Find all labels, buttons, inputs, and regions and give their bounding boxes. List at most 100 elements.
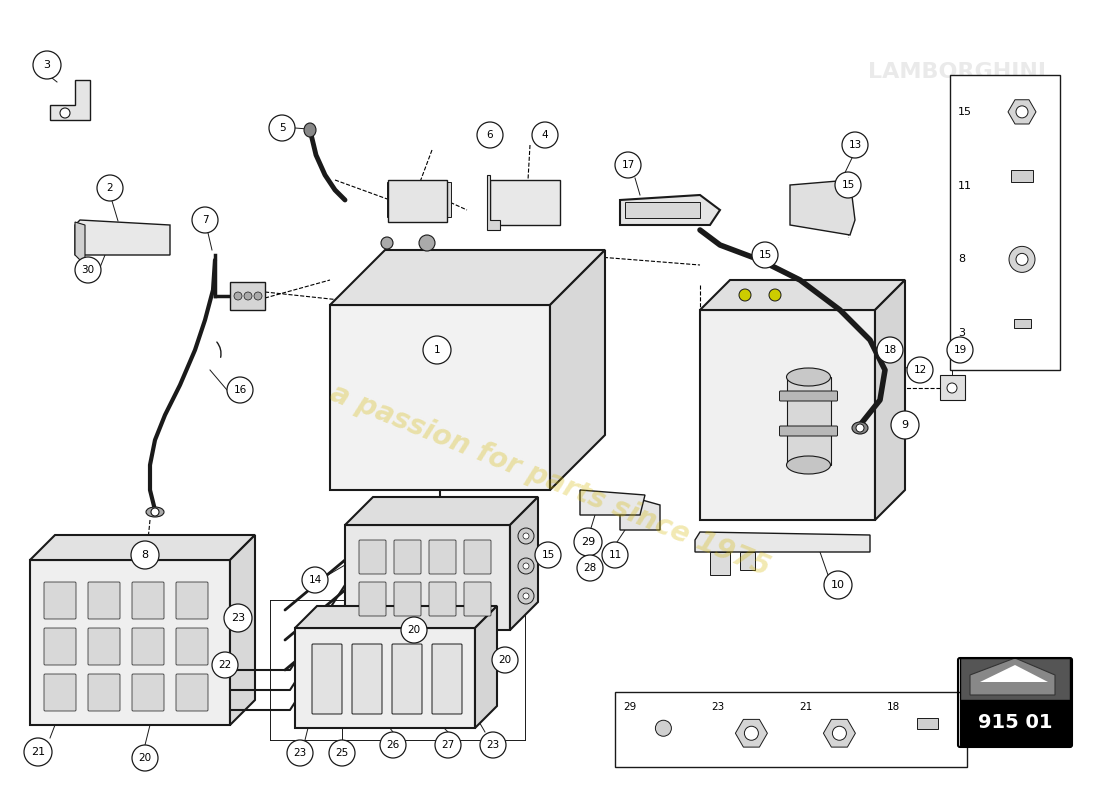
FancyBboxPatch shape — [960, 700, 1070, 745]
Text: 22: 22 — [219, 660, 232, 670]
FancyBboxPatch shape — [780, 391, 837, 401]
Circle shape — [891, 411, 918, 439]
Polygon shape — [790, 180, 855, 235]
Polygon shape — [295, 628, 475, 728]
Circle shape — [212, 652, 238, 678]
Text: 6: 6 — [486, 130, 493, 140]
Circle shape — [947, 337, 974, 363]
Circle shape — [480, 732, 506, 758]
Circle shape — [75, 257, 101, 283]
Circle shape — [1016, 254, 1028, 266]
FancyBboxPatch shape — [176, 582, 208, 619]
Polygon shape — [230, 535, 255, 725]
Circle shape — [518, 558, 534, 574]
Text: 11: 11 — [608, 550, 622, 560]
Text: 26: 26 — [386, 740, 399, 750]
FancyBboxPatch shape — [1013, 318, 1031, 328]
FancyBboxPatch shape — [429, 540, 456, 574]
Circle shape — [234, 292, 242, 300]
Circle shape — [856, 424, 864, 432]
Circle shape — [224, 604, 252, 632]
FancyBboxPatch shape — [960, 658, 1070, 700]
FancyBboxPatch shape — [312, 644, 342, 714]
Text: 18: 18 — [887, 702, 900, 712]
FancyBboxPatch shape — [432, 644, 462, 714]
Circle shape — [835, 172, 861, 198]
Text: 13: 13 — [848, 140, 861, 150]
Text: 3: 3 — [958, 328, 965, 338]
Circle shape — [151, 508, 160, 516]
Polygon shape — [30, 535, 255, 560]
FancyBboxPatch shape — [88, 582, 120, 619]
Circle shape — [574, 528, 602, 556]
Polygon shape — [75, 222, 85, 260]
Text: 29: 29 — [623, 702, 636, 712]
FancyBboxPatch shape — [917, 718, 938, 729]
Circle shape — [522, 563, 529, 569]
Circle shape — [60, 108, 70, 118]
Polygon shape — [295, 606, 497, 628]
Text: 23: 23 — [294, 748, 307, 758]
Circle shape — [287, 740, 314, 766]
Ellipse shape — [786, 456, 830, 474]
Ellipse shape — [146, 507, 164, 517]
Text: 12: 12 — [913, 365, 926, 375]
Text: 15: 15 — [958, 107, 972, 117]
FancyBboxPatch shape — [615, 692, 967, 767]
Text: 23: 23 — [486, 740, 499, 750]
Text: 28: 28 — [583, 563, 596, 573]
Text: 23: 23 — [231, 613, 245, 623]
Circle shape — [254, 292, 262, 300]
Circle shape — [192, 207, 218, 233]
Circle shape — [477, 122, 503, 148]
Polygon shape — [620, 498, 660, 530]
FancyBboxPatch shape — [464, 582, 491, 616]
Circle shape — [752, 242, 778, 268]
Circle shape — [97, 175, 123, 201]
FancyBboxPatch shape — [429, 582, 456, 616]
Text: 11: 11 — [958, 181, 972, 190]
Polygon shape — [700, 310, 874, 520]
Circle shape — [381, 237, 393, 249]
Circle shape — [739, 289, 751, 301]
Text: 15: 15 — [758, 250, 771, 260]
Circle shape — [824, 571, 852, 599]
Circle shape — [769, 289, 781, 301]
Text: LAMBORGHINI: LAMBORGHINI — [868, 62, 1046, 82]
Text: 29: 29 — [581, 537, 595, 547]
Polygon shape — [50, 80, 90, 120]
Polygon shape — [550, 250, 605, 490]
Text: 1: 1 — [433, 345, 440, 355]
Circle shape — [131, 541, 160, 569]
Text: 18: 18 — [883, 345, 896, 355]
Text: 15: 15 — [541, 550, 554, 560]
Polygon shape — [345, 497, 538, 525]
Polygon shape — [700, 280, 905, 310]
FancyBboxPatch shape — [132, 582, 164, 619]
Polygon shape — [1008, 100, 1036, 124]
Text: 23: 23 — [711, 702, 724, 712]
FancyBboxPatch shape — [1011, 170, 1033, 182]
Text: 17: 17 — [621, 160, 635, 170]
FancyBboxPatch shape — [132, 674, 164, 711]
Text: 19: 19 — [954, 345, 967, 355]
Text: 3: 3 — [44, 60, 51, 70]
Ellipse shape — [852, 422, 868, 434]
Circle shape — [518, 588, 534, 604]
FancyBboxPatch shape — [394, 582, 421, 616]
Text: 27: 27 — [441, 740, 454, 750]
Circle shape — [656, 720, 671, 736]
Text: 2: 2 — [107, 183, 113, 193]
Circle shape — [1009, 246, 1035, 272]
Polygon shape — [30, 560, 230, 725]
Circle shape — [270, 115, 295, 141]
Polygon shape — [487, 175, 500, 230]
Polygon shape — [330, 250, 605, 305]
Circle shape — [244, 292, 252, 300]
Circle shape — [518, 528, 534, 544]
FancyBboxPatch shape — [132, 628, 164, 665]
Circle shape — [908, 357, 933, 383]
Circle shape — [33, 51, 60, 79]
Circle shape — [745, 726, 758, 740]
FancyBboxPatch shape — [44, 582, 76, 619]
